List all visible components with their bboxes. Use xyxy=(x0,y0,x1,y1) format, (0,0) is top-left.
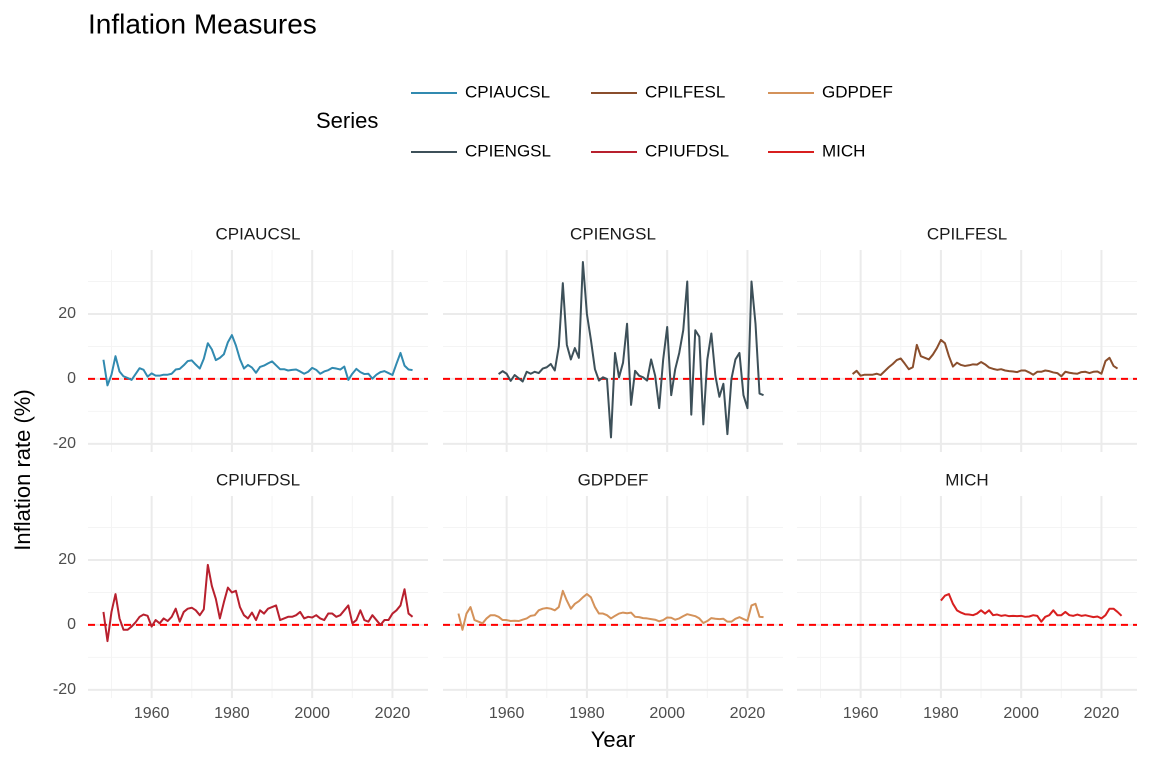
series-line xyxy=(940,593,1123,623)
legend-label: CPIUFDSL xyxy=(645,141,729,160)
x-tick-label: 2020 xyxy=(1084,705,1120,722)
facet-label: CPILFESL xyxy=(927,224,1007,243)
series-line xyxy=(102,563,414,643)
y-tick-label: -20 xyxy=(53,435,76,452)
x-tick-label: 1960 xyxy=(489,705,525,722)
x-tick-label: 2000 xyxy=(294,705,330,722)
x-tick-label: 2000 xyxy=(649,705,685,722)
x-axis-label: Year xyxy=(591,727,635,752)
y-tick-label: -20 xyxy=(53,681,76,698)
y-tick-label: 0 xyxy=(67,616,76,633)
chart-title: Inflation Measures xyxy=(88,8,317,39)
facet-label: CPIENGSL xyxy=(570,224,656,243)
y-tick-label: 20 xyxy=(58,551,76,568)
legend-label: MICH xyxy=(822,141,865,160)
legend-title: Series xyxy=(316,108,378,133)
legend-label: CPIENGSL xyxy=(465,141,551,160)
y-tick-label: 0 xyxy=(67,370,76,387)
x-tick-label: 2020 xyxy=(375,705,411,722)
facet-label: CPIUFDSL xyxy=(216,470,300,489)
facet-label: MICH xyxy=(945,470,988,489)
legend-label: CPILFESL xyxy=(645,82,725,101)
x-tick-label: 1980 xyxy=(923,705,959,722)
series-line xyxy=(851,338,1119,378)
series-line xyxy=(457,589,764,631)
series-line xyxy=(102,334,413,387)
facet-label: GDPDEF xyxy=(578,470,649,489)
x-tick-label: 1980 xyxy=(569,705,605,722)
legend-label: CPIAUCSL xyxy=(465,82,550,101)
x-tick-label: 1980 xyxy=(214,705,250,722)
facet-label: CPIAUCSL xyxy=(215,224,300,243)
x-tick-label: 2020 xyxy=(730,705,766,722)
x-tick-label: 1960 xyxy=(843,705,879,722)
y-axis-label: Inflation rate (%) xyxy=(10,389,35,550)
y-tick-label: 20 xyxy=(58,305,76,322)
series-line xyxy=(498,261,764,439)
x-tick-label: 1960 xyxy=(134,705,170,722)
legend-label: GDPDEF xyxy=(822,82,893,101)
x-tick-label: 2000 xyxy=(1003,705,1039,722)
